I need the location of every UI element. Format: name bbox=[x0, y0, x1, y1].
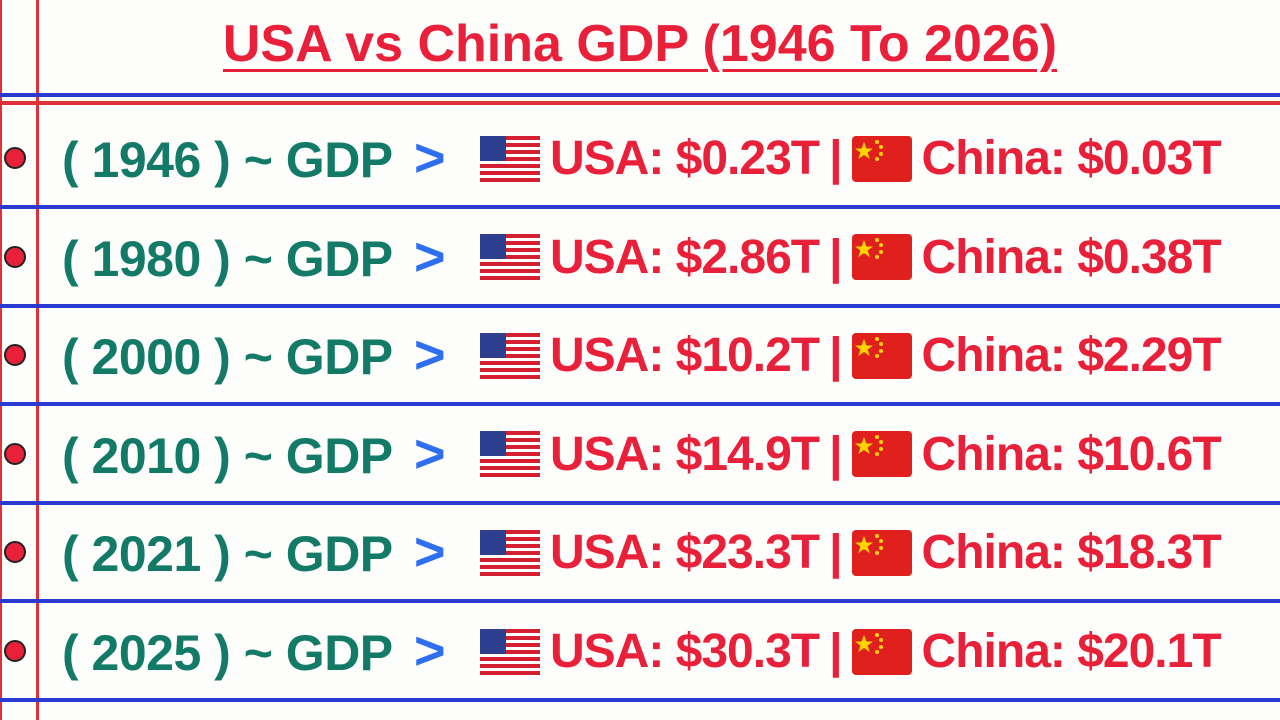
separator: | bbox=[829, 230, 842, 284]
us-flag bbox=[480, 628, 540, 675]
arrow: > bbox=[414, 325, 446, 386]
china-flag bbox=[851, 135, 912, 182]
year-label: ( 2025 ) ~ GDP bbox=[62, 625, 393, 681]
china-flag bbox=[851, 529, 912, 576]
values: USA: $10.2T | China: $2.29T bbox=[480, 328, 1222, 383]
china-gdp: China: $18.3T bbox=[921, 526, 1222, 580]
row: ( 1980 ) ~ GDP > USA: $2.86T | China: $0.3… bbox=[0, 208, 1280, 306]
china-gdp: China: $2.29T bbox=[921, 329, 1222, 383]
china-gdp: China: $20.1T bbox=[921, 625, 1222, 678]
arrow: > bbox=[414, 226, 446, 287]
usa-gdp: USA: $10.2T bbox=[550, 329, 820, 383]
china-flag bbox=[851, 431, 912, 478]
row: ( 1946 ) ~ GDP > USA: $0.23T | China: $0.0… bbox=[0, 109, 1280, 207]
year-label: ( 1980 ) ~ GDP bbox=[62, 230, 393, 287]
row: ( 2010 ) ~ GDP > USA: $14.9T | China: $10.… bbox=[0, 405, 1280, 503]
separator: | bbox=[829, 625, 842, 678]
china-gdp: China: $0.03T bbox=[921, 132, 1222, 185]
china-flag bbox=[851, 234, 912, 281]
us-flag bbox=[480, 135, 540, 182]
bullet bbox=[4, 245, 26, 268]
arrow: > bbox=[414, 522, 446, 583]
china-flag bbox=[851, 628, 912, 675]
us-flag bbox=[480, 529, 540, 576]
year-label: ( 2021 ) ~ GDP bbox=[62, 526, 393, 583]
values: USA: $30.3T | China: $20.1T bbox=[480, 624, 1222, 679]
row-rule bbox=[0, 599, 1280, 604]
separator: | bbox=[829, 329, 842, 383]
usa-gdp: USA: $14.9T bbox=[550, 427, 820, 481]
year-label: ( 2010 ) ~ GDP bbox=[62, 427, 393, 484]
bullet bbox=[4, 442, 26, 465]
row: ( 2025 ) ~ GDP > USA: $30.3T | China: $20.… bbox=[0, 602, 1280, 700]
usa-gdp: USA: $2.86T bbox=[550, 230, 820, 284]
year-label: ( 1946 ) ~ GDP bbox=[62, 132, 393, 188]
separator: | bbox=[829, 132, 842, 185]
row-rule bbox=[0, 500, 1280, 505]
separator: | bbox=[829, 427, 842, 481]
separator: | bbox=[829, 526, 842, 580]
edge-line bbox=[0, 0, 2, 720]
values: USA: $14.9T | China: $10.6T bbox=[480, 427, 1222, 482]
row-rule bbox=[0, 205, 1280, 209]
bullet bbox=[4, 541, 26, 564]
row-rule bbox=[0, 402, 1280, 407]
us-flag bbox=[480, 332, 540, 379]
usa-gdp: USA: $0.23T bbox=[550, 132, 820, 185]
usa-gdp: USA: $23.3T bbox=[550, 526, 820, 580]
china-flag bbox=[851, 332, 912, 379]
header-rule bbox=[0, 93, 1280, 97]
row: ( 2021 ) ~ GDP > USA: $23.3T | China: $18.… bbox=[0, 503, 1280, 601]
arrow: > bbox=[414, 423, 446, 484]
values: USA: $0.23T | China: $0.03T bbox=[480, 131, 1222, 186]
margin-line bbox=[36, 0, 39, 720]
bullet bbox=[4, 640, 26, 662]
us-flag bbox=[480, 234, 540, 281]
arrow: > bbox=[414, 621, 446, 681]
arrow: > bbox=[414, 128, 446, 188]
row-rule bbox=[0, 303, 1280, 308]
values: USA: $2.86T | China: $0.38T bbox=[480, 230, 1222, 285]
title-box: USA vs China GDP (1946 To 2026) bbox=[0, 14, 1280, 74]
usa-gdp: USA: $30.3T bbox=[550, 625, 820, 678]
china-gdp: China: $0.38T bbox=[921, 230, 1222, 284]
china-gdp: China: $10.6T bbox=[921, 427, 1222, 481]
row-rule bbox=[0, 698, 1280, 702]
us-flag bbox=[480, 431, 540, 478]
row: ( 2000 ) ~ GDP > USA: $10.2T | China: $2.2… bbox=[0, 306, 1280, 404]
header-rule bbox=[0, 101, 1280, 105]
bullet bbox=[4, 147, 26, 169]
title: USA vs China GDP (1946 To 2026) bbox=[222, 15, 1058, 73]
year-label: ( 2000 ) ~ GDP bbox=[62, 329, 393, 386]
bullet bbox=[4, 344, 26, 367]
values: USA: $23.3T | China: $18.3T bbox=[480, 525, 1222, 580]
